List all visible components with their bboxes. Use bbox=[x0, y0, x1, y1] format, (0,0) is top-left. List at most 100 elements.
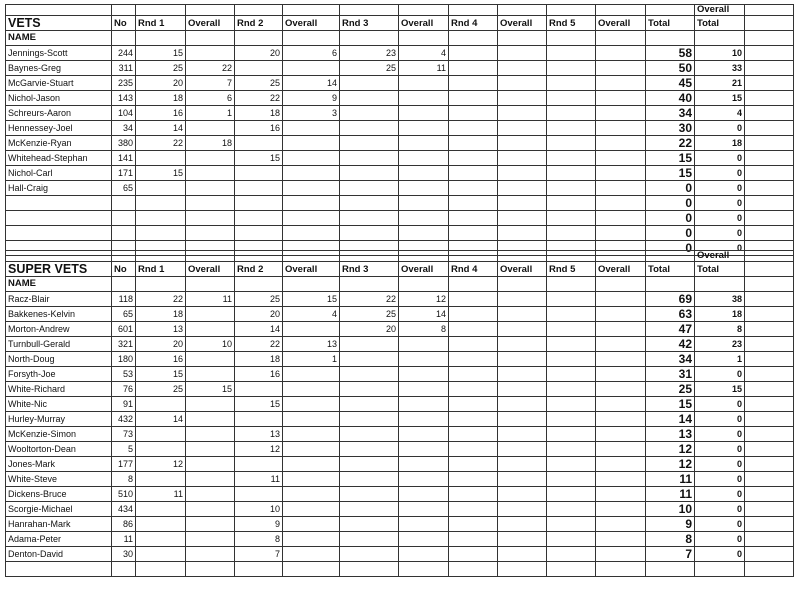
cell-rnd2: 10 bbox=[234, 501, 283, 517]
cell-overall5 bbox=[595, 366, 646, 382]
cell-name: McGarvie-Stuart bbox=[5, 75, 112, 91]
cell-total: 0 bbox=[645, 180, 695, 196]
cell-overall2 bbox=[282, 210, 340, 226]
cell-overall4 bbox=[497, 546, 547, 562]
table-row: Racz-Blair 118 22 11 25 15 22 12 69 38 bbox=[5, 291, 794, 307]
empty-cell bbox=[448, 250, 498, 262]
cell-rnd3 bbox=[339, 150, 399, 166]
cell-name: Nichol-Carl bbox=[5, 165, 112, 181]
cell-overall3: 12 bbox=[398, 291, 449, 307]
cell-name: McKenzie-Simon bbox=[5, 426, 112, 442]
section-title: VETS bbox=[5, 15, 112, 31]
cell-overall2 bbox=[282, 321, 340, 337]
empty-cell bbox=[645, 276, 695, 292]
table-row: Turnbull-Gerald 321 20 10 22 13 42 23 bbox=[5, 336, 794, 352]
cell-overall3 bbox=[398, 411, 449, 427]
cell-overall4 bbox=[497, 306, 547, 322]
empty-cell bbox=[234, 4, 283, 16]
cell-overall3 bbox=[398, 210, 449, 226]
empty-cell bbox=[135, 561, 186, 577]
cell-rnd3 bbox=[339, 531, 399, 547]
table-row: White-Steve 8 11 11 0 bbox=[5, 471, 794, 487]
table-row: Bakkenes-Kelvin 65 18 20 4 25 14 63 18 bbox=[5, 306, 794, 322]
cell-overall1: 22 bbox=[185, 60, 235, 76]
table-row: Nichol-Jason 143 18 6 22 9 40 15 bbox=[5, 90, 794, 106]
cell-overall-total: 33 bbox=[694, 60, 745, 76]
column-header-overall2: Overall bbox=[282, 15, 340, 31]
cell-rnd5 bbox=[546, 225, 596, 241]
cell-overall3 bbox=[398, 195, 449, 211]
column-header-rnd1: Rnd 1 bbox=[135, 15, 186, 31]
cell-overall-total: 15 bbox=[694, 90, 745, 106]
cell-total: 15 bbox=[645, 396, 695, 412]
cell-rnd1 bbox=[135, 426, 186, 442]
table-row: White-Richard 76 25 15 25 15 bbox=[5, 381, 794, 397]
table-row: White-Nic 91 15 15 0 bbox=[5, 396, 794, 412]
cell-rnd3 bbox=[339, 516, 399, 532]
cell-overall-total: 0 bbox=[694, 516, 745, 532]
cell-overall1 bbox=[185, 210, 235, 226]
cell-overall1: 11 bbox=[185, 291, 235, 307]
empty-cell bbox=[744, 411, 794, 427]
cell-rnd2 bbox=[234, 381, 283, 397]
cell-overall4 bbox=[497, 516, 547, 532]
cell-overall4 bbox=[497, 210, 547, 226]
cell-overall4 bbox=[497, 366, 547, 382]
cell-name: Jennings-Scott bbox=[5, 45, 112, 61]
cell-overall-total: 23 bbox=[694, 336, 745, 352]
cell-name: Nichol-Jason bbox=[5, 90, 112, 106]
cell-rnd2: 9 bbox=[234, 516, 283, 532]
column-header-overall1: Overall bbox=[185, 15, 235, 31]
cell-rnd1: 25 bbox=[135, 60, 186, 76]
cell-overall1 bbox=[185, 456, 235, 472]
cell-overall-total: 0 bbox=[694, 471, 745, 487]
cell-overall3 bbox=[398, 336, 449, 352]
cell-no: 91 bbox=[111, 396, 136, 412]
empty-cell bbox=[744, 150, 794, 166]
empty-cell bbox=[744, 561, 794, 577]
column-header-rnd4: Rnd 4 bbox=[448, 15, 498, 31]
column-header-overall2: Overall bbox=[282, 261, 340, 277]
table-row: Jones-Mark 177 12 12 0 bbox=[5, 456, 794, 472]
cell-rnd2 bbox=[234, 165, 283, 181]
cell-overall1: 6 bbox=[185, 90, 235, 106]
empty-cell bbox=[448, 4, 498, 16]
cell-overall1 bbox=[185, 366, 235, 382]
cell-rnd2: 20 bbox=[234, 306, 283, 322]
cell-overall2 bbox=[282, 165, 340, 181]
cell-rnd2: 11 bbox=[234, 471, 283, 487]
column-header-overall5: Overall bbox=[595, 15, 646, 31]
cell-no: 321 bbox=[111, 336, 136, 352]
column-header-overall-total: Total bbox=[694, 261, 745, 277]
cell-rnd4 bbox=[448, 60, 498, 76]
empty-cell bbox=[282, 276, 340, 292]
empty-cell bbox=[744, 396, 794, 412]
empty-cell bbox=[282, 250, 340, 262]
cell-rnd5 bbox=[546, 321, 596, 337]
cell-rnd5 bbox=[546, 456, 596, 472]
cell-overall1 bbox=[185, 516, 235, 532]
cell-name: Baynes-Greg bbox=[5, 60, 112, 76]
empty-cell bbox=[744, 291, 794, 307]
empty-cell bbox=[135, 276, 186, 292]
cell-rnd4 bbox=[448, 441, 498, 457]
cell-no bbox=[111, 210, 136, 226]
empty-cell bbox=[185, 30, 235, 46]
empty-cell bbox=[398, 4, 449, 16]
cell-overall5 bbox=[595, 165, 646, 181]
cell-rnd4 bbox=[448, 546, 498, 562]
cell-overall-total: 0 bbox=[694, 165, 745, 181]
cell-no: 65 bbox=[111, 180, 136, 196]
empty-cell bbox=[111, 4, 136, 16]
cell-overall3 bbox=[398, 441, 449, 457]
cell-total: 63 bbox=[645, 306, 695, 322]
cell-overall-total: 0 bbox=[694, 180, 745, 196]
cell-no: 34 bbox=[111, 120, 136, 136]
cell-overall5 bbox=[595, 180, 646, 196]
cell-overall5 bbox=[595, 456, 646, 472]
cell-rnd1: 20 bbox=[135, 336, 186, 352]
cell-total: 31 bbox=[645, 366, 695, 382]
cell-rnd2: 13 bbox=[234, 426, 283, 442]
